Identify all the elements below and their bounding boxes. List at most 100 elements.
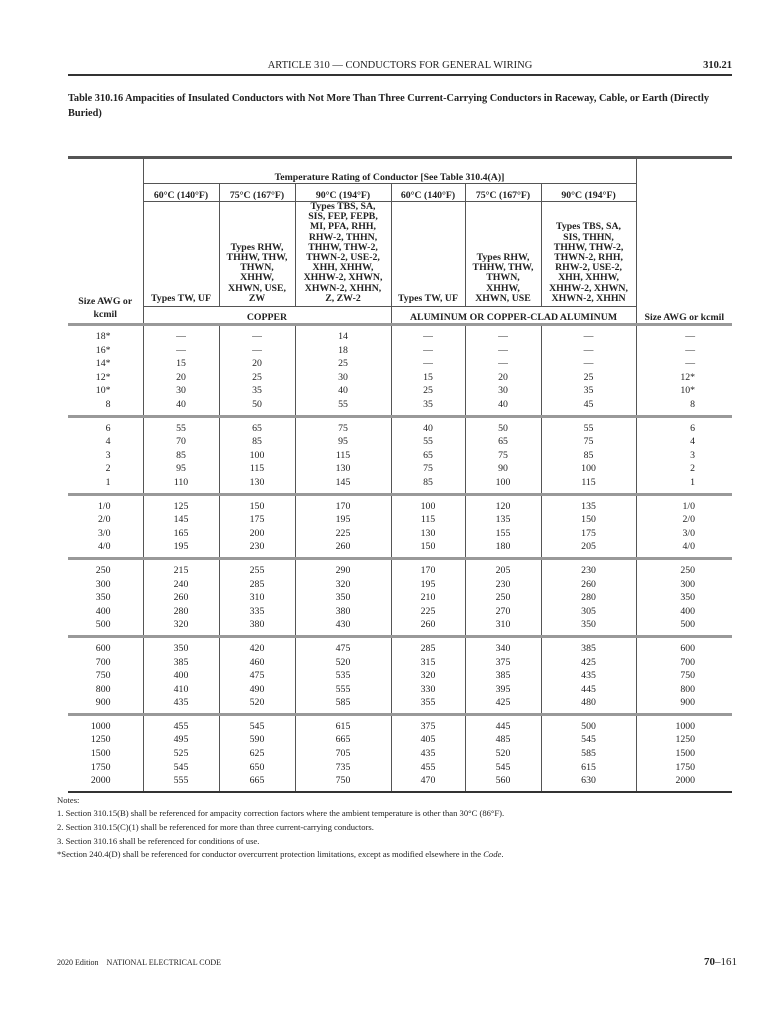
- ampacity-cell: 380: [218, 618, 295, 637]
- ampacity-cell: 650: [218, 760, 295, 775]
- ampacity-cell: 320: [142, 618, 219, 637]
- ampacity-cell: 65: [464, 435, 541, 449]
- ampacity-cell: 225: [390, 604, 465, 619]
- ampacity-cell: 435: [390, 747, 465, 761]
- size-cell-right: 800: [635, 682, 733, 697]
- ampacity-cell: —: [464, 343, 541, 358]
- ampacity-cell: 85: [218, 435, 295, 449]
- table-row: 12* 20 25 30 15 20 25 12*: [68, 370, 733, 385]
- ampacity-cell: 25: [540, 370, 637, 385]
- size-cell-right: 12*: [635, 370, 733, 385]
- table-row: 3 85 100 115 65 75 85 3: [68, 448, 733, 463]
- ampacity-cell: 285: [218, 577, 295, 592]
- ampacity-cell: 615: [540, 760, 637, 775]
- ampacity-cell: 14: [294, 324, 391, 344]
- ampacity-cell: 615: [294, 712, 391, 734]
- table-row: 800 410 490 555 330 395 445 800: [68, 682, 733, 697]
- size-cell: 1: [105, 476, 111, 488]
- table-row: 1500 525 625 705 435 520 585 1500: [68, 747, 733, 761]
- ampacity-cell: 120: [464, 492, 541, 514]
- size-cell: 1250: [90, 734, 111, 746]
- temperature-rating-header: Temperature Rating of Conductor [See Tab…: [142, 157, 637, 184]
- ampacity-cell: 135: [464, 513, 541, 527]
- size-cell-right: 3: [635, 448, 733, 463]
- page-prefix: 70: [704, 956, 715, 968]
- size-cell: 18*: [95, 331, 111, 343]
- ampacity-cell: 85: [540, 448, 637, 463]
- ampacity-cell: 545: [464, 760, 541, 775]
- size-cell: 4: [105, 436, 111, 448]
- ampacity-cell: 110: [142, 475, 219, 495]
- ampacity-cell: 70: [142, 435, 219, 449]
- ampacity-cell: 25: [390, 384, 465, 398]
- table-row: 300 240 285 320 195 230 260 300: [68, 577, 733, 592]
- ampacity-cell: 65: [390, 448, 465, 463]
- ampacity-cell: 405: [390, 733, 465, 748]
- ampacity-cell: 195: [294, 513, 391, 527]
- ampacity-cell: 430: [294, 618, 391, 637]
- size-cell: 600: [68, 634, 143, 656]
- size-cell: 700: [95, 656, 111, 668]
- ampacity-cell: —: [390, 357, 465, 371]
- temp-header: 90°C (194°F): [540, 183, 637, 202]
- size-cell-right: 1: [635, 475, 733, 495]
- ampacity-cell: 215: [142, 556, 219, 578]
- table-row: 16* — —18— — — —: [68, 343, 733, 358]
- ampacity-cell: 30: [142, 384, 219, 398]
- ampacity-cell: 665: [294, 733, 391, 748]
- ampacity-cell: 55: [390, 435, 465, 449]
- ampacity-cell: —: [390, 324, 465, 344]
- size-cell: 300: [95, 578, 111, 590]
- right-header-blank: [635, 157, 733, 307]
- ampacity-cell: 55: [142, 414, 219, 436]
- table-row: 1250 495 590 665 405 485 545 1250: [68, 733, 733, 748]
- table-row: 2/0 145 175 195 115 135 150 2/0: [68, 513, 733, 527]
- ampacity-cell: 625: [218, 747, 295, 761]
- ampacity-cell: 285: [390, 634, 465, 656]
- ampacity-cell: 350: [294, 591, 391, 605]
- ampacity-cell: 240: [142, 577, 219, 592]
- ampacity-cell: 425: [540, 655, 637, 670]
- footnote: *Section 240.4(D) shall be referenced fo…: [57, 848, 737, 862]
- ampacity-cell: 15: [390, 370, 465, 385]
- ampacity-cell: 18: [294, 343, 391, 358]
- conductor-types: Types TW, UF: [142, 201, 219, 308]
- copper-header: COPPER: [142, 306, 391, 325]
- table-row: 500 320 380 430 260 310 350 500: [68, 618, 733, 637]
- table-row: 1750 545 650 735 455 545 615 1750: [68, 760, 733, 775]
- ampacity-cell: 490: [218, 682, 295, 697]
- ampacity-cell: 590: [218, 733, 295, 748]
- size-cell-right: 700: [635, 655, 733, 670]
- ampacity-cell: 20: [142, 370, 219, 385]
- size-cell-right: 1500: [635, 747, 733, 761]
- size-cell: 250: [68, 556, 143, 578]
- size-cell-right: 600: [635, 634, 733, 656]
- ampacity-cell: 350: [540, 618, 637, 637]
- table-body: 18* — —14— — — —16* — —18— — — —14* 15 20 25— — — —12* 20…: [68, 324, 733, 791]
- ampacity-cell: 85: [142, 448, 219, 463]
- ampacity-cell: 205: [540, 540, 637, 559]
- ampacity-cell: 95: [142, 462, 219, 476]
- ampacity-cell: 425: [464, 696, 541, 715]
- temp-header: 90°C (194°F): [294, 183, 391, 202]
- ampacity-cell: —: [218, 324, 295, 344]
- conductor-types: Types RHW, THHW, THW, THWN, XHHW, XHWN, …: [464, 201, 541, 308]
- size-cell: 3: [105, 449, 111, 461]
- ampacity-cell: 75: [464, 448, 541, 463]
- conductor-types: Types RHW, THHW, THW, THWN, XHHW, XHWN, …: [218, 201, 295, 308]
- table-row: 8 40 50 55 35 40 45 8: [68, 398, 733, 417]
- table-row: 14* 15 20 25— — — —: [68, 357, 733, 371]
- ampacity-cell: 150: [390, 540, 465, 559]
- ampacity-cell: 260: [540, 577, 637, 592]
- ampacity-cell: 585: [294, 696, 391, 715]
- size-cell: 12*: [95, 371, 111, 383]
- ampacity-cell: 75: [540, 435, 637, 449]
- ampacity-cell: 375: [390, 712, 465, 734]
- table-row: 2 95 115 130 75 90 100 2: [68, 462, 733, 476]
- ampacity-cell: 195: [142, 540, 219, 559]
- ampacity-cell: 155: [464, 526, 541, 541]
- temp-header: 60°C (140°F): [390, 183, 465, 202]
- ampacity-cell: 255: [218, 556, 295, 578]
- ampacity-cell: 455: [142, 712, 219, 734]
- ampacity-cell: 455: [390, 760, 465, 775]
